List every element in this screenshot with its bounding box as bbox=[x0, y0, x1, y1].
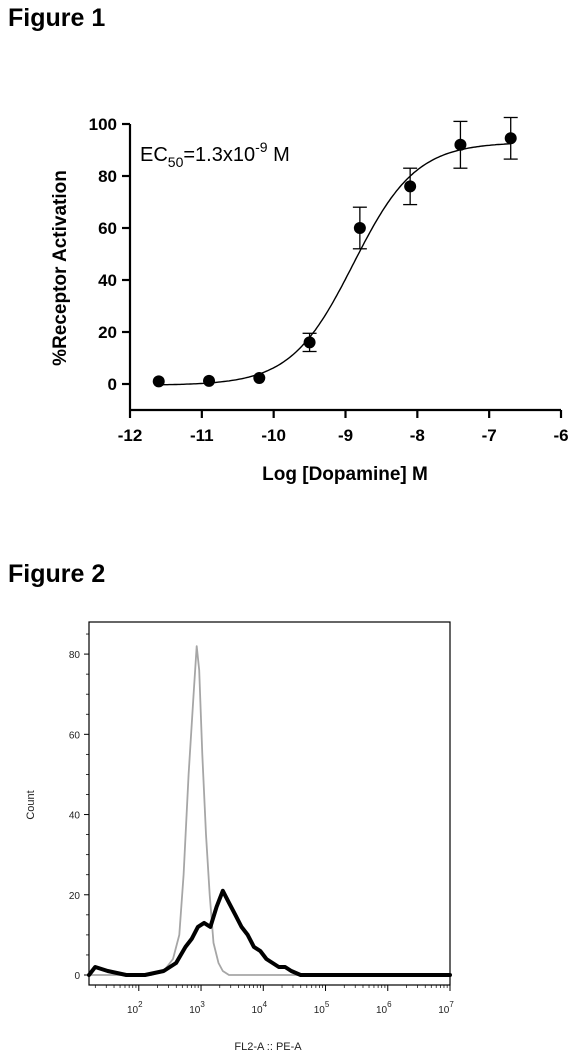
fig1-y-tick-label: 60 bbox=[98, 219, 117, 238]
dose-response-chart: 0 20 40 60 80 100 -12 -11 -10 -9 -8 -7 -6 EC50=1.3x1… bbox=[50, 115, 569, 485]
fig1-x-tick-label: -6 bbox=[553, 426, 568, 445]
fig1-x-tick-label: -12 bbox=[118, 426, 143, 445]
fig2-control-histogram bbox=[88, 645, 451, 976]
fig2-x-tick-label: 107 bbox=[438, 1000, 454, 1016]
fig1-x-tick-label: -8 bbox=[410, 426, 425, 445]
fig2-x-axis-label: FL2-A :: PE-A bbox=[234, 1041, 302, 1053]
fig2-sample-histogram bbox=[87, 888, 452, 977]
fig1-x-tick-label: -11 bbox=[190, 426, 214, 445]
fig1-y-tick-label: 80 bbox=[98, 167, 117, 186]
fig1-data-point bbox=[404, 180, 417, 193]
fig1-y-tick-label: 0 bbox=[108, 375, 117, 394]
fig1-fit-curve bbox=[158, 143, 511, 386]
fig2-y-axis-label: Count bbox=[25, 790, 37, 819]
fig1-y-tick-label: 20 bbox=[98, 323, 117, 342]
fig2-x-tick-label: 104 bbox=[251, 1000, 267, 1016]
fig2-x-tick-label: 106 bbox=[376, 1000, 392, 1016]
fig1-data-point bbox=[454, 138, 467, 151]
fig1-data-point bbox=[353, 222, 366, 234]
fig2-y-tick-label: 0 bbox=[74, 971, 80, 982]
fig2-y-tick-label: 80 bbox=[69, 650, 81, 661]
fig1-data-point bbox=[303, 336, 316, 349]
fig1-axes: 0 20 40 60 80 100 -12 -11 -10 -9 -8 -7 -6 bbox=[89, 115, 569, 445]
fig2-x-tick-label: 103 bbox=[189, 1000, 205, 1016]
figure-2-title: Figure 2 bbox=[8, 560, 106, 588]
fig2-series bbox=[87, 645, 452, 977]
fig1-y-axis-label: %Receptor Activation bbox=[50, 170, 71, 366]
fig1-x-tick-label: -10 bbox=[261, 426, 286, 445]
fig1-x-tick-label: -7 bbox=[482, 426, 497, 445]
fig1-data-point bbox=[152, 375, 165, 388]
fig1-fit-line bbox=[158, 143, 511, 386]
ec50-annotation: EC50=1.3x10-9 M bbox=[140, 139, 290, 170]
fig1-x-axis-label: Log [Dopamine] M bbox=[262, 464, 428, 485]
fig1-data-point bbox=[203, 374, 216, 387]
fig1-y-tick-label: 40 bbox=[98, 271, 117, 290]
fig2-y-tick-label: 60 bbox=[69, 730, 81, 741]
fig1-y-tick-label: 100 bbox=[89, 115, 117, 134]
fig1-data-point bbox=[504, 132, 517, 145]
fig1-data-points bbox=[152, 116, 518, 388]
fig1-data-point bbox=[253, 372, 266, 385]
fig2-plot-frame bbox=[88, 621, 451, 986]
fig1-x-tick-label: -9 bbox=[338, 426, 353, 445]
fig2-y-tick-label: 40 bbox=[69, 811, 81, 822]
fig2-x-tick-label: 105 bbox=[314, 1000, 330, 1016]
figure-1-title: Figure 1 bbox=[8, 4, 106, 32]
fig2-x-tick-label: 102 bbox=[127, 1000, 143, 1016]
fig2-axes: 0 20 40 60 80 102 103 104 105 106 107 bbox=[69, 621, 454, 1016]
fig2-y-tick-label: 20 bbox=[69, 891, 81, 902]
